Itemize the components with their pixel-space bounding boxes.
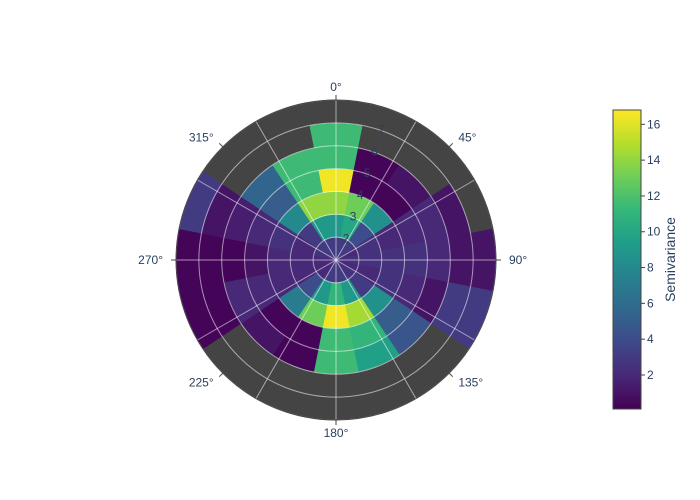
angular-tick-label: 270° <box>138 253 163 267</box>
angular-tick <box>218 142 224 148</box>
angular-tick-label: 180° <box>324 426 349 440</box>
angular-tick-label: 0° <box>330 80 342 94</box>
angular-tick-label: 45° <box>458 131 476 145</box>
angular-tick-label: 90° <box>509 253 527 267</box>
angular-gridline <box>197 179 337 261</box>
radial-tick-label: 7 <box>378 123 385 137</box>
colorbar-tick-label: 10 <box>647 225 661 239</box>
colorbar-tick-label: 14 <box>647 153 661 167</box>
radial-tick-label: 2 <box>343 231 350 245</box>
angular-tick <box>448 142 454 148</box>
angular-tick <box>448 372 454 378</box>
radial-tick-label: 4 <box>357 188 364 202</box>
colorbar: 2 4 6 8 10 12 14 16 Semivariance <box>612 109 678 410</box>
colorbar-tick-label: 6 <box>647 296 654 310</box>
angular-tick-label: 225° <box>189 375 214 389</box>
colorbar-tick-label: 12 <box>647 189 661 203</box>
angular-gridline <box>335 121 417 261</box>
angular-gridline <box>255 259 337 399</box>
colorbar-tick-label: 8 <box>647 261 654 275</box>
colorbar-tick-label: 2 <box>647 368 654 382</box>
colorbar-gradient <box>612 109 642 410</box>
angular-gridline <box>255 121 337 261</box>
colorbar-tick-label: 4 <box>647 332 654 346</box>
angular-tick-label: 135° <box>458 375 483 389</box>
radial-tick-label: 5 <box>364 166 371 180</box>
angular-gridline <box>335 259 475 341</box>
radial-tick-label: 6 <box>371 144 378 158</box>
angular-gridline <box>197 259 337 341</box>
angular-tick <box>218 372 224 378</box>
angular-gridline <box>335 179 475 261</box>
colorbar-title: Semivariance <box>662 217 678 302</box>
colorbar-tick-label: 16 <box>647 117 661 131</box>
angular-tick-label: 315° <box>189 131 214 145</box>
angular-gridline <box>335 259 417 399</box>
radial-tick-label: 3 <box>350 210 357 224</box>
